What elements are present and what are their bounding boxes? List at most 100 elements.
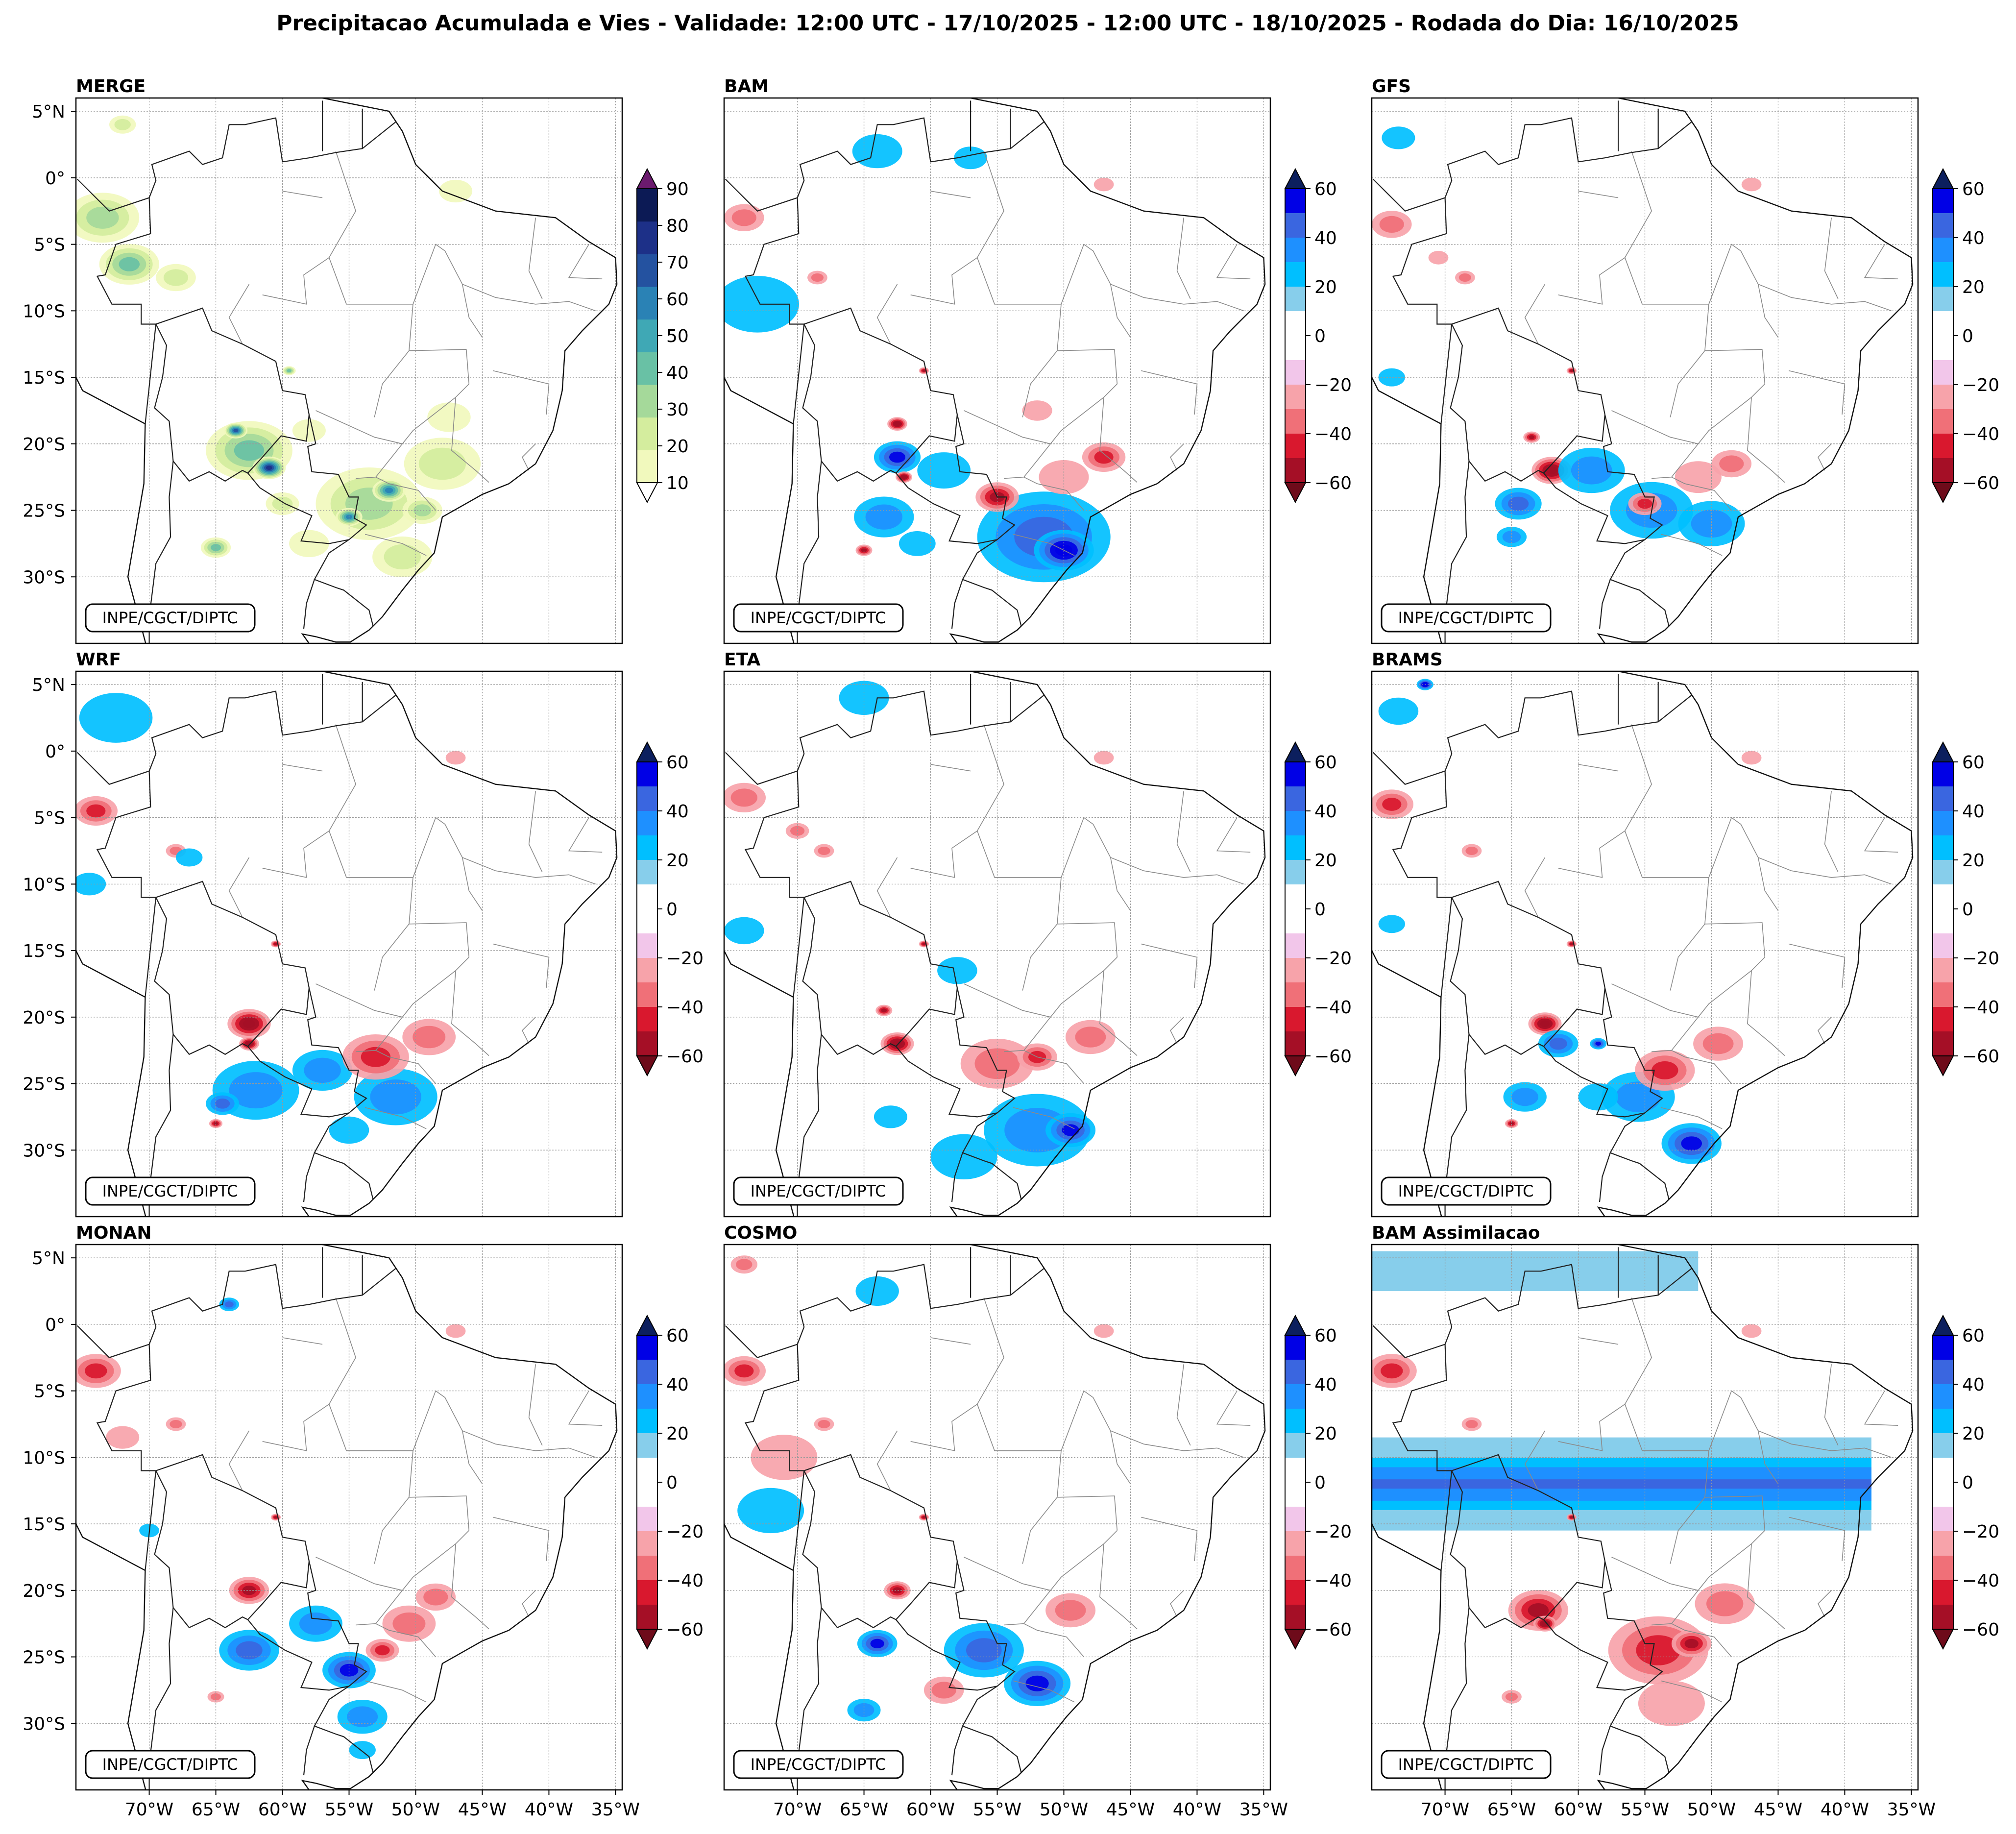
field-blob: [922, 1516, 926, 1518]
colorbar-segment: [1933, 360, 1953, 385]
field-blob: [86, 804, 106, 818]
colorbar-segment: [1285, 385, 1306, 410]
lat-tick-label: 20°S: [23, 435, 65, 455]
panel-title: MERGE: [76, 76, 146, 97]
field-blob: [289, 530, 329, 558]
state-border: [976, 257, 1118, 384]
state-border: [1660, 1107, 1723, 1129]
colorbar-tick-label: 60: [1962, 1326, 1985, 1346]
field-blob: [894, 422, 900, 426]
state-border: [1747, 397, 1785, 483]
colorbar-tick-label: −40: [1962, 998, 1999, 1018]
field-blob: [229, 1072, 283, 1109]
field-blob: [413, 1026, 446, 1049]
credit-box: [733, 603, 904, 633]
colorbar-segment: [1933, 189, 1953, 214]
country-border: [96, 690, 396, 1199]
field-blob: [1595, 1042, 1602, 1046]
colorbar-segment: [1933, 1433, 1953, 1458]
figure-title: Precipitacao Acumulada e Vies - Validade…: [276, 11, 1739, 36]
colorbar-segment: [1933, 385, 1953, 410]
colorbar-segment: [1933, 458, 1953, 483]
state-border: [1789, 1516, 1846, 1562]
state-border: [1110, 857, 1244, 885]
state-border: [1176, 1364, 1191, 1446]
field-blob: [1571, 456, 1612, 485]
state-border: [1176, 218, 1191, 299]
state-border: [1023, 476, 1084, 511]
state-border: [1758, 1430, 1892, 1458]
colorbar-bias: 60 40 20 0 −20 −40 −60: [1284, 741, 1352, 1077]
credit-box: [733, 1176, 904, 1206]
lon-tick-label: 35°W: [1887, 1800, 1936, 1820]
state-border: [1013, 1680, 1075, 1703]
state-border: [451, 397, 489, 483]
colorbar-tick-label: 60: [1962, 753, 1985, 773]
country-border: [1543, 1619, 1645, 1691]
field-blob: [1636, 1635, 1680, 1665]
state-border: [493, 370, 550, 415]
state-border: [413, 817, 483, 911]
state-border: [374, 924, 410, 991]
country-border: [725, 178, 798, 212]
state-border: [374, 1497, 410, 1564]
colorbar-segment: [1933, 1360, 1953, 1385]
country-border: [1543, 472, 1645, 544]
colorbar-segment: [1285, 1360, 1306, 1385]
colorbar-tick-label: −20: [666, 949, 704, 969]
colorbar-segment: [637, 287, 657, 320]
colorbar-tick-label: 60: [1962, 179, 1985, 199]
field-blob: [1465, 1420, 1478, 1428]
colorbar-tick-label: 20: [666, 851, 689, 871]
map-area: [76, 98, 622, 643]
credit-label: INPE/CGCT/DIPTC: [751, 609, 886, 627]
state-border: [964, 957, 1117, 1018]
field-blob: [1093, 751, 1114, 765]
lon-tick-label: 45°W: [458, 1800, 507, 1820]
field-blob: [1684, 1638, 1699, 1648]
credit-label: INPE/CGCT/DIPTC: [751, 1182, 886, 1200]
lat-tick-label: 5°N: [32, 102, 65, 122]
field-blob: [730, 788, 758, 807]
state-border: [1624, 1404, 1766, 1531]
colorbar-segment: [637, 352, 657, 385]
map-area: [1372, 671, 1918, 1217]
colorbar-segment: [637, 417, 657, 450]
state-border: [375, 1623, 436, 1658]
colorbar-tick-label: 70: [666, 253, 689, 273]
state-border: [1824, 1364, 1839, 1446]
lon-tick-label: 65°W: [840, 1800, 888, 1820]
lat-tick-label: 5°S: [34, 1382, 65, 1402]
state-border: [1670, 924, 1705, 991]
field-blob: [1702, 1033, 1734, 1054]
colorbar-tick-label: −60: [1314, 473, 1352, 493]
field-blob: [736, 1259, 753, 1271]
state-border: [1110, 284, 1244, 312]
state-border: [1758, 857, 1892, 885]
colorbar-tick-label: −20: [1314, 949, 1352, 969]
field-blob: [340, 1663, 359, 1677]
colorbar-segment: [1933, 213, 1953, 238]
field-blob: [211, 1693, 221, 1701]
credit-box: [85, 1176, 256, 1206]
country-border: [1392, 117, 1692, 626]
coastline: [724, 671, 1266, 1217]
colorbar-segment: [637, 1007, 657, 1032]
colorbar-tick-label: 10: [666, 473, 689, 493]
field-blob: [1378, 368, 1405, 387]
colorbar-tick-label: 90: [666, 179, 689, 199]
colorbar-tick-label: −60: [666, 1047, 704, 1067]
state-border: [1141, 370, 1198, 415]
field-blob: [861, 548, 867, 552]
colorbar-tick-label: 40: [1314, 802, 1337, 822]
colorbar-segment: [1933, 336, 1953, 361]
colorbar-segment: [637, 762, 657, 787]
map-area: [724, 1245, 1270, 1790]
colorbar-tick-label: −40: [1962, 1571, 1999, 1591]
field-blob: [213, 1122, 219, 1125]
state-border: [1708, 817, 1779, 911]
country-border: [744, 690, 1044, 1199]
state-border: [451, 970, 489, 1056]
colorbar-segment: [637, 835, 657, 860]
field-blob: [922, 943, 926, 945]
